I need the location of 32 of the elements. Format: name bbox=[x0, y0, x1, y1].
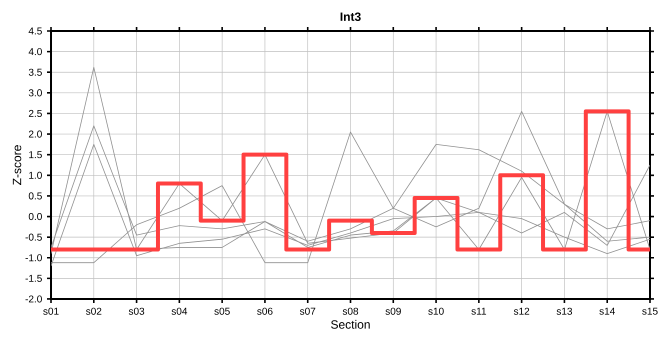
y-tick-label: 4.5 bbox=[28, 28, 42, 34]
x-tick-label: s02 bbox=[86, 308, 102, 315]
y-tick-label: 3.0 bbox=[28, 89, 42, 96]
x-tick-label: s09 bbox=[385, 308, 401, 315]
y-tick-label: -0.5 bbox=[26, 234, 42, 241]
x-axis-title: Section bbox=[331, 320, 370, 329]
x-tick-label: s12 bbox=[514, 308, 530, 315]
x-tick-label: s11 bbox=[471, 308, 486, 315]
x-tick-label: s14 bbox=[599, 308, 615, 315]
y-axis-title: Z-score bbox=[12, 145, 22, 185]
x-tick-label: s03 bbox=[128, 308, 144, 315]
x-tick-label: s06 bbox=[257, 308, 273, 315]
x-tick-label: s15 bbox=[642, 308, 658, 315]
y-tick-label: 2.0 bbox=[28, 130, 42, 138]
x-tick-label: s13 bbox=[556, 308, 572, 315]
x-tick-label: s04 bbox=[172, 308, 188, 315]
y-tick-label: 1.0 bbox=[29, 172, 42, 179]
y-tick-label: 0.0 bbox=[28, 212, 42, 220]
chart-title: Int3 bbox=[340, 12, 361, 21]
y-tick-label: 4.0 bbox=[28, 48, 42, 56]
y-tick-label: 0.5 bbox=[28, 192, 42, 200]
x-tick-label: s05 bbox=[214, 308, 230, 315]
y-tick-label: 2.5 bbox=[28, 110, 42, 118]
y-tick-label: -2.0 bbox=[26, 295, 42, 303]
x-tick-label: s10 bbox=[428, 308, 444, 315]
y-tick-label: 3.5 bbox=[28, 68, 42, 76]
y-tick-label: 1.5 bbox=[29, 151, 42, 158]
y-tick-label: -1.5 bbox=[26, 274, 42, 282]
x-tick-label: s01 bbox=[43, 308, 59, 315]
x-tick-label: s08 bbox=[342, 308, 358, 315]
y-tick-label: -1.0 bbox=[26, 254, 42, 262]
x-tick-label: s07 bbox=[300, 308, 316, 315]
